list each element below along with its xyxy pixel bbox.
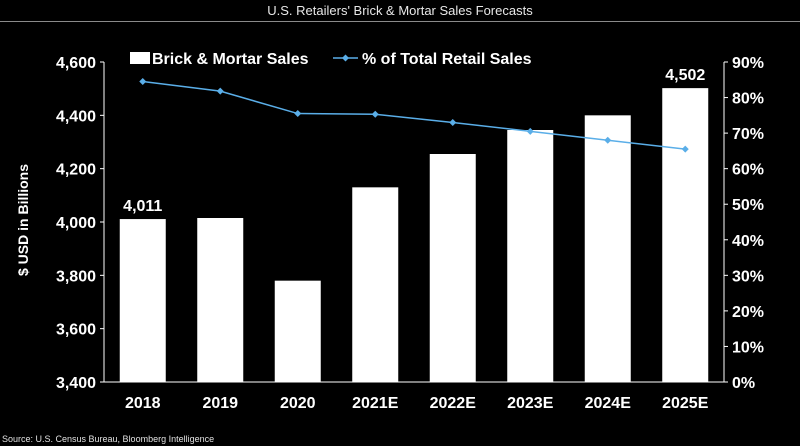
legend-bar-label: Brick & Mortar Sales	[152, 51, 309, 68]
y-axis-label: $ USD in Billions	[15, 164, 31, 276]
source-note: Source: U.S. Census Bureau, Bloomberg In…	[2, 434, 215, 444]
chart-title: U.S. Retailers' Brick & Mortar Sales For…	[267, 3, 533, 18]
legend-line-marker	[342, 54, 349, 62]
bar-2022e	[429, 154, 476, 382]
line-point-2023e	[526, 127, 534, 135]
x-tick-label: 2023E	[507, 395, 554, 412]
right-tick-label: 80%	[732, 91, 764, 108]
line-point-2021e	[371, 110, 379, 118]
left-tick-label: 4,600	[56, 55, 96, 72]
data-label-2018: 4,011	[123, 198, 162, 215]
line-pct-total-retail	[142, 80, 686, 150]
right-tick-label: 90%	[732, 55, 764, 72]
legend-line-label: % of Total Retail Sales	[362, 51, 532, 68]
x-tick-label: 2025E	[662, 395, 709, 412]
left-tick-label: 3,800	[56, 268, 96, 285]
line-point-2025e	[681, 145, 689, 153]
x-tick-label: 2022E	[430, 395, 477, 412]
line-point-2022e	[449, 118, 457, 126]
left-tick-label: 4,200	[56, 162, 96, 179]
line-point-2018	[139, 78, 147, 86]
bar-2023e	[507, 130, 554, 382]
data-label-2025e: 4,502	[665, 67, 705, 84]
right-tick-label: 70%	[732, 126, 764, 143]
line-point-2024e	[604, 136, 612, 144]
right-tick-label: 60%	[732, 162, 764, 179]
line-point-2020	[294, 110, 302, 118]
bar-2024e	[584, 115, 631, 382]
title-divider	[0, 21, 800, 22]
legend-bar-swatch	[130, 52, 150, 64]
right-tick-label: 0%	[732, 375, 755, 392]
x-tick-label: 2021E	[352, 395, 399, 412]
x-tick-label: 2020	[280, 395, 316, 412]
chart: 3,400 3,600 3,800 4,000 4,200 4,400 4,600 0% 10%…	[15, 51, 764, 412]
left-tick-label: 3,600	[56, 322, 96, 339]
right-tick-label: 20%	[732, 304, 764, 321]
right-tick-label: 30%	[732, 268, 764, 285]
left-tick-label: 4,000	[56, 215, 96, 232]
bar-2018	[119, 219, 166, 382]
x-tick-label: 2019	[202, 395, 238, 412]
right-tick-label: 40%	[732, 233, 764, 250]
line-point-2019	[216, 87, 224, 95]
left-tick-label: 3,400	[56, 375, 96, 392]
x-tick-label: 2018	[125, 395, 161, 412]
right-tick-label: 10%	[732, 339, 764, 356]
x-tick-label: 2024E	[585, 395, 632, 412]
left-tick-label: 4,400	[56, 108, 96, 125]
bar-2021e	[352, 187, 399, 382]
bar-2020	[274, 280, 321, 382]
bar-2025e	[662, 88, 709, 382]
right-tick-label: 50%	[732, 197, 764, 214]
bar-2019	[197, 218, 244, 382]
